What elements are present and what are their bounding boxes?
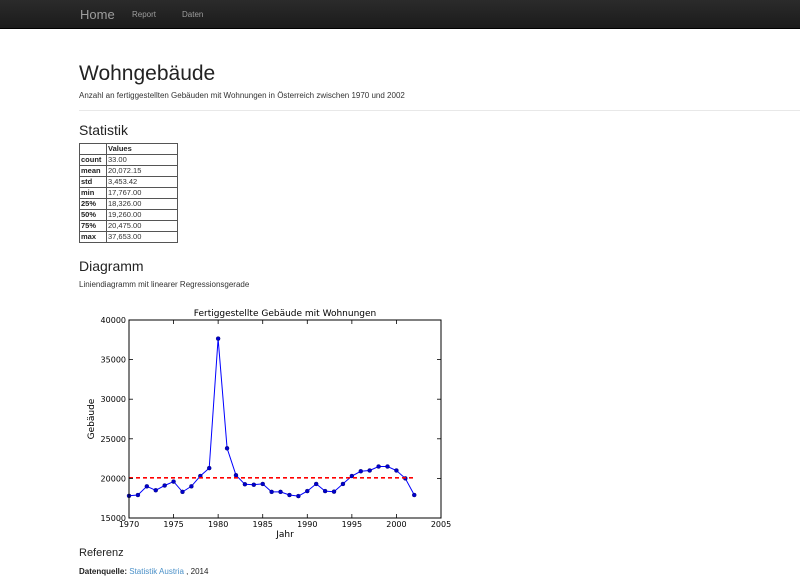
nav-home-link[interactable]: Home (80, 7, 115, 22)
data-point (394, 468, 399, 473)
statistik-austria-link[interactable]: Statistik Austria (129, 567, 184, 576)
y-tick-label: 25000 (101, 435, 126, 444)
statistik-heading: Statistik (79, 122, 129, 138)
y-tick-label: 40000 (101, 316, 126, 325)
data-point (207, 465, 212, 471)
y-tick-label: 20000 (101, 474, 126, 483)
row-value: 37,653.00 (106, 231, 178, 243)
x-axis-label: Jahr (275, 530, 294, 540)
y-axis-label: Gebäude (87, 398, 97, 439)
data-point (376, 464, 381, 469)
nav-report-link[interactable]: Report (132, 10, 157, 19)
data-point (340, 481, 346, 487)
data-point (180, 489, 185, 495)
x-tick-label: 1995 (342, 520, 362, 529)
data-point (385, 464, 390, 469)
y-tick-label: 35000 (101, 356, 126, 365)
x-tick-label: 1975 (163, 520, 183, 529)
diagramm-heading: Diagramm (79, 258, 144, 274)
statistics-table: Values count 33.00 mean 20,072.15 std 3,… (79, 143, 178, 243)
series-line (128, 338, 415, 497)
x-tick-label: 1990 (297, 520, 317, 529)
diagram-caption: Liniendiagramm mit linearer Regressionsg… (79, 280, 250, 289)
page-subtitle: Anzahl an fertiggestellten Gebäuden mit … (79, 91, 405, 100)
x-tick-label: 2000 (386, 520, 406, 529)
divider (79, 110, 800, 111)
data-point (233, 473, 239, 478)
data-point (251, 482, 257, 487)
table-row: mean 20,072.15 (79, 165, 178, 177)
data-point (287, 492, 292, 498)
reference-suffix: , 2014 (186, 567, 209, 576)
data-point (349, 473, 355, 479)
data-point (314, 481, 319, 487)
navbar: Home Report Daten (0, 0, 800, 29)
data-point (215, 336, 221, 341)
nav-daten-link[interactable]: Daten (182, 10, 204, 19)
x-tick-label: 1970 (119, 520, 139, 529)
table-row: max 37,653.00 (79, 231, 178, 243)
data-point (305, 488, 310, 494)
x-tick-label: 1985 (253, 520, 273, 529)
data-point (162, 483, 167, 488)
reference-line: Datenquelle: Statistik Austria , 2014 (79, 567, 208, 576)
plot-frame (128, 319, 442, 519)
data-point (189, 484, 194, 489)
data-point (278, 489, 283, 495)
y-tick-label: 30000 (101, 395, 126, 404)
data-point (153, 488, 158, 493)
x-tick-label: 2005 (431, 520, 451, 529)
data-point (224, 446, 230, 451)
chart-title: Fertiggestellte Gebäude mit Wohnungen (194, 309, 376, 319)
data-point (269, 489, 274, 495)
data-point (242, 482, 248, 487)
data-point (358, 469, 363, 474)
reference-label: Datenquelle: (79, 567, 128, 576)
data-point (412, 492, 417, 498)
data-point (331, 489, 337, 494)
data-point (322, 488, 328, 494)
y-tick-label: 15000 (101, 514, 126, 523)
page-title: Wohngebäude (79, 62, 216, 85)
x-tick-label: 1980 (208, 520, 228, 529)
referenz-heading: Referenz (79, 547, 124, 559)
data-point (135, 492, 141, 498)
data-point (144, 484, 150, 489)
data-point (171, 479, 176, 484)
data-point (367, 468, 372, 473)
data-point (296, 493, 301, 499)
data-point (260, 481, 265, 487)
